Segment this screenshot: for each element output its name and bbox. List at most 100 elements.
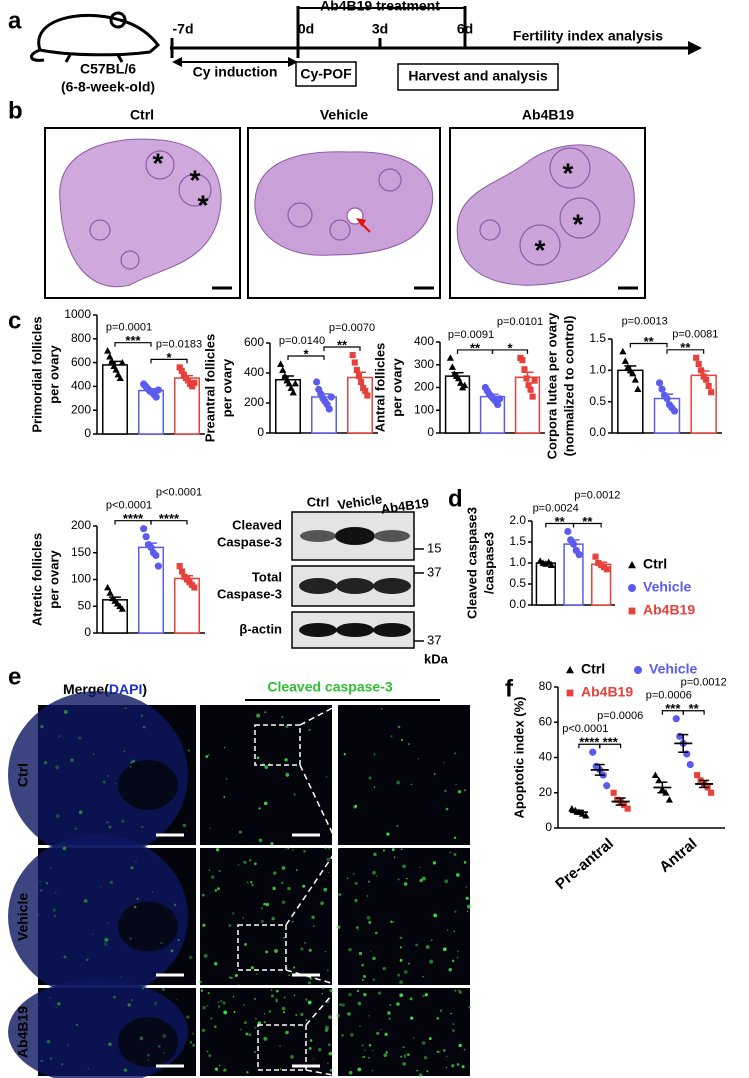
data-point <box>108 357 116 365</box>
speck <box>380 1028 382 1031</box>
significance-stars: **** <box>123 511 144 526</box>
speck <box>324 950 327 953</box>
speck <box>283 936 285 939</box>
speck <box>322 987 325 990</box>
speck <box>326 969 329 972</box>
speck <box>309 1039 313 1042</box>
speck <box>354 898 358 903</box>
speck <box>426 1070 429 1073</box>
speck <box>243 1004 245 1006</box>
zoom-line <box>299 704 339 726</box>
speck <box>361 1044 364 1047</box>
speck <box>263 1036 268 1041</box>
blot-row-label: Caspase-3 <box>217 534 282 549</box>
speck <box>273 871 277 875</box>
significance-stars: ** <box>555 514 566 529</box>
speck <box>399 993 404 998</box>
speck <box>312 1058 315 1060</box>
speck <box>453 930 456 933</box>
speck <box>232 913 234 915</box>
legend-label: Ctrl <box>643 556 667 572</box>
harvest-box <box>397 63 559 91</box>
data-point <box>189 383 196 390</box>
speck <box>107 775 109 777</box>
data-point <box>287 384 295 391</box>
speck <box>263 902 266 906</box>
speck <box>43 761 48 765</box>
y-tick-label: 400 <box>71 379 91 393</box>
speck <box>290 1055 294 1059</box>
data-point <box>364 392 371 399</box>
speck <box>206 1050 209 1053</box>
data-point <box>695 361 702 368</box>
speck <box>281 866 286 870</box>
speck <box>390 735 393 738</box>
speck <box>55 765 60 770</box>
data-point <box>140 525 148 533</box>
data-point <box>104 583 112 591</box>
tissue <box>118 901 178 952</box>
data-point <box>112 366 120 373</box>
speck <box>92 753 95 755</box>
p-value: p=0.0006 <box>597 710 643 722</box>
speck <box>176 998 178 1001</box>
speck <box>366 895 369 897</box>
image-tile <box>338 848 470 985</box>
mouse-age: (6-8-week-old) <box>61 79 155 95</box>
model-label: Cy-POF <box>300 66 352 82</box>
speck <box>421 1041 426 1045</box>
speck <box>357 1001 362 1006</box>
y-axis-label: per ovary <box>389 357 404 416</box>
data-point <box>313 378 321 386</box>
speck <box>248 1033 252 1037</box>
speck <box>361 1056 363 1058</box>
speck <box>293 793 296 796</box>
speck <box>214 889 218 892</box>
speck <box>177 938 180 942</box>
speck <box>131 759 135 763</box>
speck <box>300 1013 304 1016</box>
day-label: -7d <box>173 21 194 37</box>
zoom-line <box>285 847 339 926</box>
data-point <box>705 382 712 390</box>
p-value: p=0.0101 <box>497 316 543 328</box>
data-point <box>178 367 185 374</box>
speck <box>402 1046 405 1049</box>
histology-title: Ctrl <box>130 107 154 123</box>
speck <box>329 1069 333 1072</box>
speck <box>285 725 289 729</box>
speck <box>444 789 447 793</box>
speck <box>382 966 386 971</box>
significance-stars: ** <box>680 340 691 355</box>
speck <box>321 992 323 995</box>
speck <box>238 984 240 986</box>
speck <box>208 869 211 871</box>
speck <box>308 1046 312 1050</box>
data-point <box>521 366 528 373</box>
speck <box>327 1062 329 1064</box>
speck <box>217 1005 221 1008</box>
significance-stars: ** <box>470 340 481 355</box>
asterisk: * <box>198 189 209 220</box>
data-point <box>628 584 636 592</box>
speck <box>228 924 232 927</box>
data-point <box>542 560 550 567</box>
data-point <box>603 782 611 790</box>
significance-bracket <box>323 346 361 351</box>
speck <box>192 1043 196 1047</box>
speck <box>369 950 372 953</box>
speck <box>120 976 123 978</box>
speck <box>399 946 402 949</box>
data-point <box>147 543 155 552</box>
speck <box>38 1004 40 1006</box>
speck <box>396 824 399 828</box>
speck <box>403 1054 406 1057</box>
speck <box>356 926 359 929</box>
speck <box>282 1011 286 1014</box>
speck <box>130 866 134 870</box>
data-point <box>619 347 627 355</box>
speck <box>265 950 269 954</box>
speck <box>439 1010 442 1012</box>
significance-stars: * <box>507 340 513 355</box>
speck <box>436 1050 440 1053</box>
